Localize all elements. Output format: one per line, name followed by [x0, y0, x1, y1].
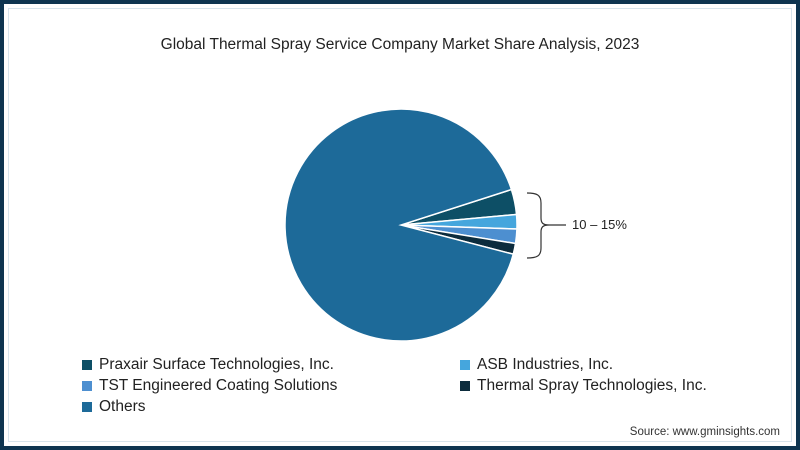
chart-inner-border	[8, 8, 792, 442]
legend-swatch	[460, 381, 470, 391]
legend-label: Thermal Spray Technologies, Inc.	[477, 377, 707, 394]
legend-label: Others	[99, 398, 146, 415]
slice-others	[284, 108, 515, 342]
legend-label: TST Engineered Coating Solutions	[99, 377, 338, 394]
legend-label: ASB Industries, Inc.	[477, 356, 614, 373]
source-note: Source: www.gminsights.com	[629, 426, 780, 438]
legend-label: Praxair Surface Technologies, Inc.	[99, 356, 334, 373]
legend-item-others: Others	[82, 398, 146, 416]
annotation-bracket	[526, 192, 566, 259]
legend-item-thermal-spray: Thermal Spray Technologies, Inc.	[460, 377, 707, 395]
legend-item-asb: ASB Industries, Inc.	[460, 356, 613, 374]
legend-swatch	[460, 360, 470, 370]
pie-slices	[284, 108, 518, 342]
legend-swatch	[82, 360, 92, 370]
chart-title: Global Thermal Spray Service Company Mar…	[160, 36, 640, 53]
legend-swatch	[82, 381, 92, 391]
legend-item-tst: TST Engineered Coating Solutions	[82, 377, 337, 395]
annotation-label: 10 – 15%	[572, 217, 627, 232]
legend-item-praxair: Praxair Surface Technologies, Inc.	[82, 356, 334, 374]
legend-swatch	[82, 402, 92, 412]
